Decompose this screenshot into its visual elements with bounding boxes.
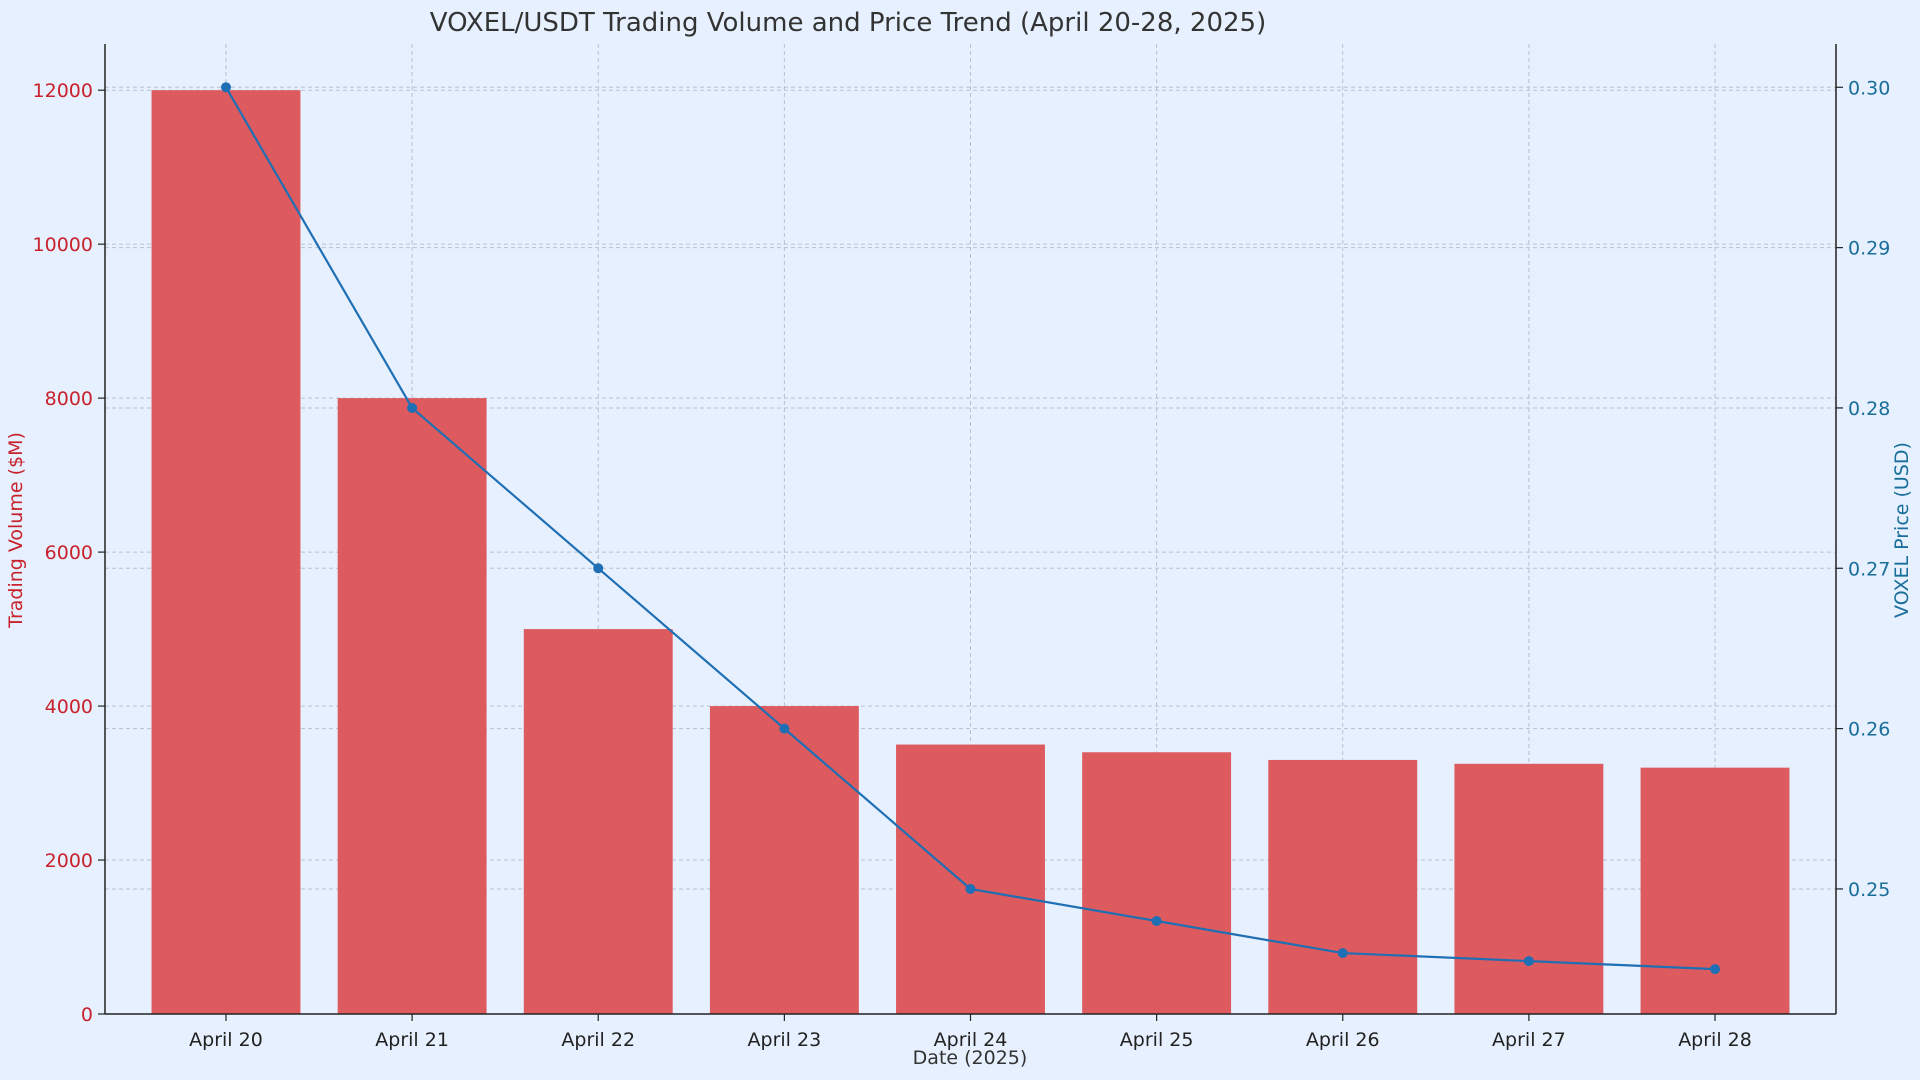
- volume-bar-6: [1268, 759, 1418, 1014]
- right-tick-label-0: 0.25: [1848, 879, 1890, 901]
- volume-bar-0: [151, 90, 301, 1014]
- volume-bar-8: [1640, 767, 1790, 1014]
- x-tick-label-3: April 23: [748, 1029, 822, 1051]
- line-layer: [220, 82, 1721, 975]
- x-tick-label-5: April 25: [1120, 1029, 1194, 1051]
- price-point-0: [220, 82, 231, 93]
- price-point-2: [593, 563, 604, 574]
- right-tick-label-1: 0.26: [1848, 719, 1890, 741]
- right-tick-label-2: 0.27: [1848, 558, 1890, 580]
- right-tick-label-4: 0.29: [1848, 238, 1890, 260]
- left-tick-label-3: 6000: [45, 542, 93, 564]
- price-point-1: [407, 402, 418, 413]
- left-tick-label-1: 2000: [45, 850, 93, 872]
- volume-bar-7: [1454, 763, 1604, 1014]
- left-tick-label-2: 4000: [45, 696, 93, 718]
- x-tick-label-8: April 28: [1678, 1029, 1752, 1051]
- right-tick-label-5: 0.30: [1848, 77, 1890, 99]
- left-tick-label-6: 12000: [33, 80, 93, 102]
- price-point-3: [779, 723, 790, 734]
- price-point-8: [1710, 964, 1721, 975]
- price-point-5: [1151, 916, 1162, 927]
- text-layer: 0 2000 4000 6000 8000 10000 12000 0.25 0.26 0.27 0…: [33, 77, 1891, 1051]
- left-tick-label-4: 8000: [45, 388, 93, 410]
- x-tick-label-1: April 21: [375, 1029, 449, 1051]
- x-tick-label-2: April 22: [561, 1029, 635, 1051]
- volume-bar-3: [709, 706, 859, 1014]
- x-tick-label-6: April 26: [1306, 1029, 1380, 1051]
- left-tick-label-0: 0: [81, 1004, 93, 1026]
- axes-layer: [98, 44, 1843, 1021]
- price-point-6: [1337, 948, 1348, 959]
- price-point-4: [965, 883, 976, 894]
- left-y-axis-label: Trading Volume ($M): [5, 432, 27, 629]
- volume-bar-4: [896, 744, 1045, 1014]
- x-tick-label-7: April 27: [1492, 1029, 1566, 1051]
- x-axis-label: Date (2025): [913, 1047, 1028, 1069]
- bars-layer: [151, 90, 1790, 1015]
- x-tick-label-0: April 20: [189, 1029, 263, 1051]
- volume-bar-2: [523, 629, 673, 1014]
- volume-bar-1: [337, 398, 487, 1015]
- right-y-axis-label: VOXEL Price (USD): [1891, 442, 1913, 618]
- right-tick-label-3: 0.28: [1848, 398, 1890, 420]
- price-point-7: [1523, 956, 1534, 967]
- volume-bar-5: [1082, 752, 1232, 1014]
- x-tick-label-4: April 24: [934, 1029, 1008, 1051]
- chart-title: VOXEL/USDT Trading Volume and Price Tren…: [430, 8, 1266, 38]
- left-tick-label-5: 10000: [33, 234, 93, 256]
